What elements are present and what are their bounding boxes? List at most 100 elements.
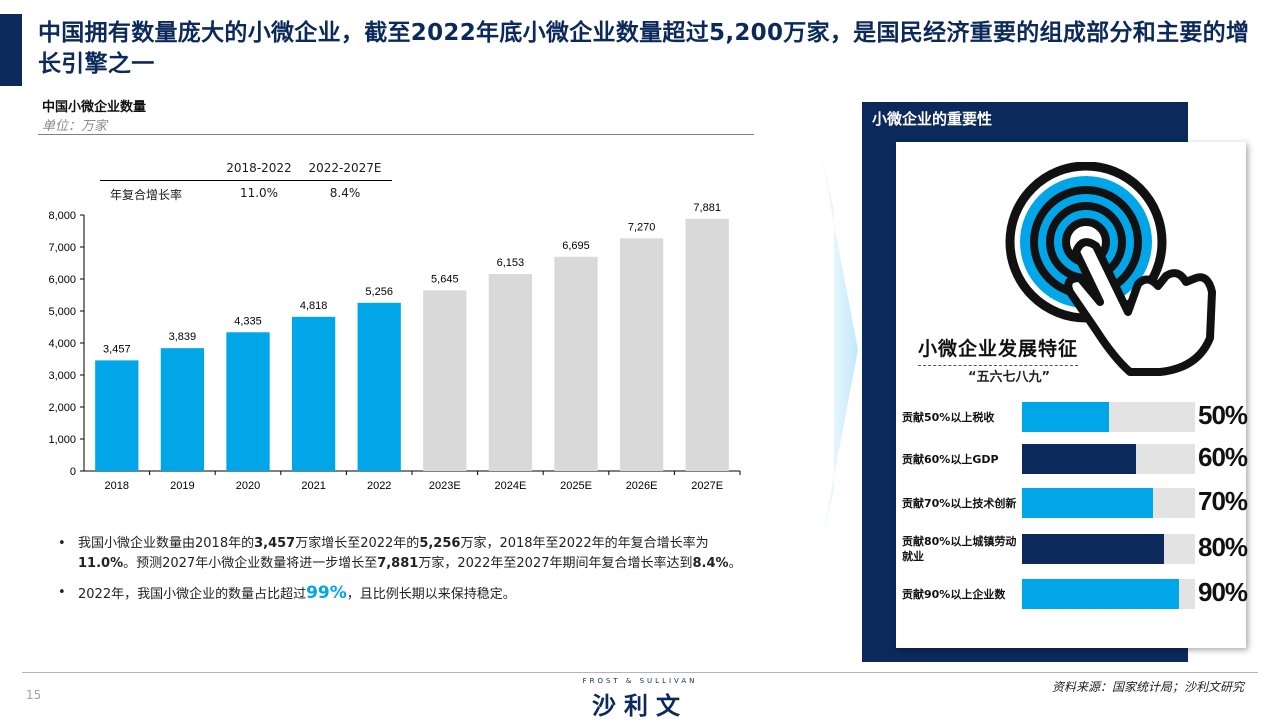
feature-row-enterprises: 贡献90%以上企业数 90% bbox=[902, 577, 1248, 611]
feature-row-innovation: 贡献70%以上技术创新 70% bbox=[902, 486, 1248, 520]
bar bbox=[685, 218, 729, 471]
feature-row-tax: 贡献50%以上税收 50% bbox=[902, 400, 1248, 434]
bar-value-label: 6,153 bbox=[497, 257, 525, 269]
chart-title-divider bbox=[38, 134, 754, 135]
bullet-list: • 我国小微企业数量由2018年的3,457万家增长至2022年的5,256万家… bbox=[58, 534, 748, 614]
x-tick-label: 2025E bbox=[560, 480, 592, 492]
y-tick-label: 6,000 bbox=[48, 274, 76, 286]
bullet-text: 万家，2018年至2022年的年复合增长率为 bbox=[460, 536, 709, 551]
bar-chart: 0 1,000 2,000 3,000 4,000 5,000 6,000 7,000 8,00… bbox=[48, 202, 741, 492]
bar-value-label: 3,457 bbox=[103, 343, 131, 355]
feature-row-fill bbox=[1022, 444, 1137, 474]
feature-row-track bbox=[1022, 534, 1195, 564]
x-tick-label: 2018 bbox=[105, 480, 129, 492]
bar-value-label: 6,695 bbox=[562, 240, 590, 252]
chart-title: 中国小微企业数量 bbox=[42, 100, 147, 115]
feature-row-fill bbox=[1022, 579, 1180, 609]
transition-arrow-icon bbox=[818, 140, 858, 560]
importance-panel-header: 小微企业的重要性 bbox=[872, 110, 993, 128]
cagr-label: 年复合增长率 bbox=[110, 188, 183, 202]
feature-row-employment: 贡献80%以上城镇劳动就业 80% bbox=[902, 532, 1248, 566]
bar bbox=[423, 290, 467, 471]
x-tick-label: 2027E bbox=[691, 480, 723, 492]
bar bbox=[619, 238, 664, 471]
bar-value-label: 5,645 bbox=[431, 273, 459, 285]
feature-row-fill bbox=[1022, 488, 1154, 518]
feature-row-track bbox=[1022, 444, 1195, 474]
bullet-text: 2022年，我国小微企业的数量占比超过 bbox=[78, 587, 307, 602]
bar-value-label: 4,818 bbox=[300, 300, 328, 312]
feature-row-percent: 70% bbox=[1198, 486, 1248, 516]
bar bbox=[357, 302, 401, 471]
y-tick-label: 2,000 bbox=[48, 402, 76, 414]
x-tick-label: 2023E bbox=[429, 480, 461, 492]
bullet-text: 万家，2022年至2027年期间年复合增长率达到 bbox=[418, 556, 693, 571]
x-tick-label: 2019 bbox=[170, 480, 194, 492]
bar-value-label: 4,335 bbox=[234, 315, 262, 327]
bar bbox=[291, 316, 336, 471]
bar-value-label: 7,881 bbox=[693, 202, 721, 214]
y-tick-label: 7,000 bbox=[48, 242, 76, 254]
cagr-header-2018-2022: 2018-2022 bbox=[226, 161, 292, 175]
bullet-dot: • bbox=[58, 536, 66, 551]
cagr-value-2018-2022: 11.0% bbox=[239, 186, 279, 200]
y-tick-label: 0 bbox=[70, 466, 76, 478]
feature-subtitle: “五六七八九” bbox=[968, 370, 1051, 385]
x-tick-label: 2024E bbox=[494, 480, 526, 492]
bullet-text: 。预测2027年小微企业数量将进一步增长至 bbox=[123, 556, 378, 571]
bullet-highlight: 8.4% bbox=[692, 556, 729, 571]
y-tick-label: 8,000 bbox=[48, 210, 76, 222]
feature-row-percent: 50% bbox=[1198, 400, 1248, 430]
bar bbox=[488, 274, 533, 471]
feature-row-label: 贡献80%以上城镇劳动就业 bbox=[902, 535, 1017, 563]
bar bbox=[226, 332, 270, 471]
bullet-text: 。 bbox=[728, 556, 742, 571]
bar bbox=[554, 256, 598, 471]
footer-divider bbox=[22, 672, 1258, 673]
bullet-item-share: • 2022年，我国小微企业的数量占比超过99%，且比例长期以来保持稳定。 bbox=[58, 583, 748, 605]
page-number: 15 bbox=[26, 688, 42, 702]
x-tick-label: 2026E bbox=[626, 480, 658, 492]
feature-row-fill bbox=[1022, 534, 1164, 564]
feature-row-gdp: 贡献60%以上GDP 60% bbox=[902, 442, 1248, 476]
feature-row-label: 贡献70%以上技术创新 bbox=[902, 496, 1017, 510]
chart-unit: 单位：万家 bbox=[42, 119, 108, 134]
feature-row-fill bbox=[1022, 402, 1109, 432]
bar-value-label: 3,839 bbox=[169, 331, 197, 343]
bullet-text: 万家增长至2022年的 bbox=[295, 536, 420, 551]
feature-row-label: 贡献90%以上企业数 bbox=[902, 587, 1006, 601]
cagr-divider bbox=[100, 180, 392, 181]
feature-row-label: 贡献50%以上税收 bbox=[902, 410, 995, 424]
bar-value-label: 7,270 bbox=[628, 221, 656, 233]
feature-row-percent: 60% bbox=[1198, 442, 1248, 472]
bullet-item-growth: • 我国小微企业数量由2018年的3,457万家增长至2022年的5,256万家… bbox=[58, 534, 748, 574]
page-title: 中国拥有数量庞大的小微企业，截至2022年底小微企业数量超过5,200万家，是国… bbox=[38, 20, 1250, 77]
y-tick-label: 4,000 bbox=[48, 338, 76, 350]
touch-hand-icon bbox=[1005, 162, 1216, 376]
bar bbox=[95, 360, 139, 471]
bar-value-label: 5,256 bbox=[365, 286, 393, 298]
feature-row-percent: 80% bbox=[1198, 532, 1248, 562]
bullet-dot: • bbox=[58, 585, 66, 600]
bullet-text: ，且比例长期以来保持稳定。 bbox=[346, 587, 516, 602]
bullet-highlight-percent: 99% bbox=[306, 583, 347, 603]
x-tick-label: 2022 bbox=[367, 480, 391, 492]
cagr-value-2022-2027: 8.4% bbox=[329, 186, 361, 200]
x-tick-label: 2020 bbox=[236, 480, 260, 492]
y-tick-label: 1,000 bbox=[48, 434, 76, 446]
x-tick-label: 2021 bbox=[301, 480, 325, 492]
bullet-highlight: 11.0% bbox=[78, 556, 124, 571]
feature-row-track bbox=[1022, 402, 1195, 432]
feature-row-label: 贡献60%以上GDP bbox=[902, 452, 999, 466]
feature-row-track bbox=[1022, 579, 1195, 609]
feature-row-track bbox=[1022, 488, 1195, 518]
feature-row-percent: 90% bbox=[1198, 577, 1248, 607]
bullet-highlight: 7,881 bbox=[377, 556, 419, 571]
logo-wordmark: FROST & SULLIVAN bbox=[582, 677, 698, 685]
logo: 沙利文 bbox=[592, 692, 688, 720]
y-tick-label: 5,000 bbox=[48, 306, 76, 318]
bullet-highlight: 3,457 bbox=[254, 536, 296, 551]
bullet-text: 我国小微企业数量由2018年的 bbox=[78, 536, 255, 551]
title-accent-bar bbox=[0, 14, 22, 86]
bar bbox=[160, 348, 205, 471]
